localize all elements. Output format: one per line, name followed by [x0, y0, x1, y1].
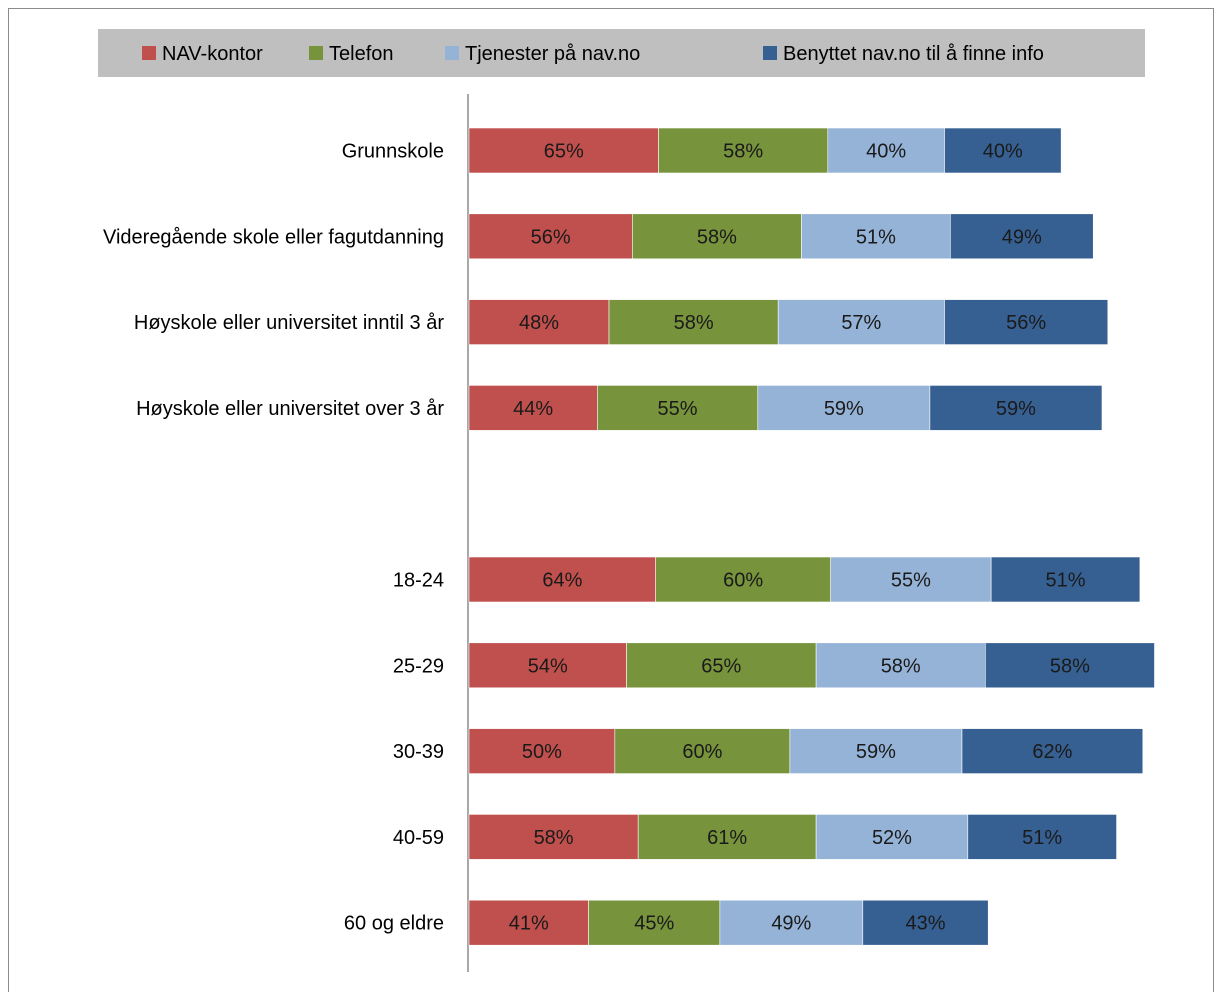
bar-segment [597, 385, 759, 431]
legend-background [98, 29, 1145, 77]
data-label: 41% [509, 913, 549, 935]
bar-segment [588, 899, 721, 946]
data-label: 65% [544, 141, 584, 163]
bar-segment [815, 642, 986, 689]
data-label: 55% [891, 570, 931, 592]
chart-frame [8, 8, 1214, 992]
legend-swatch-4 [763, 46, 777, 60]
legend-label-3: Tjenester på nav.no [465, 43, 640, 65]
bar-segment [608, 299, 779, 345]
bar-segment [830, 556, 992, 603]
data-label: 58% [534, 827, 574, 849]
bar-segment [944, 299, 1109, 345]
bar-segment [757, 385, 931, 431]
legend-label-4: Benyttet nav.no til å finne info [783, 43, 1044, 65]
legend-swatch-3 [445, 46, 459, 60]
category-label: Høyskole eller universitet inntil 3 år [134, 312, 444, 334]
bar-segment [468, 642, 627, 689]
data-label: 65% [701, 655, 741, 677]
bar-segment [961, 728, 1144, 774]
bar-segment [985, 642, 1155, 689]
category-label: Høyskole eller universitet over 3 år [136, 398, 444, 420]
legend-swatch-1 [142, 46, 156, 60]
bar-segment [929, 385, 1103, 431]
data-label: 58% [697, 226, 737, 248]
data-label: 48% [519, 312, 559, 334]
category-label: 60 og eldre [344, 913, 444, 935]
data-label: 56% [1006, 312, 1046, 334]
data-label: 54% [528, 655, 568, 677]
bar-segment [655, 556, 832, 603]
bar-segment [632, 213, 802, 260]
bar-segment [658, 127, 829, 174]
data-label: 44% [513, 398, 553, 420]
data-label: 62% [1032, 741, 1072, 763]
bar-segment [789, 728, 963, 774]
category-label: 25-29 [393, 655, 444, 677]
bar-segment [614, 728, 791, 774]
data-label: 43% [905, 913, 945, 935]
bar-segment [777, 299, 945, 345]
data-label: 56% [531, 226, 571, 248]
data-label: 51% [1022, 827, 1062, 849]
bar-segment [944, 127, 1062, 174]
data-label: 52% [872, 827, 912, 849]
data-label: 50% [522, 741, 562, 763]
data-label: 60% [723, 570, 763, 592]
bar-segment [468, 728, 616, 774]
data-label: 58% [881, 655, 921, 677]
data-label: 59% [996, 398, 1036, 420]
legend: NAV-kontor Telefon Tjenester på nav.no Beny… [98, 29, 1145, 77]
data-label: 64% [542, 570, 582, 592]
legend-swatch-2 [309, 46, 323, 60]
bar-segment [801, 213, 951, 260]
data-label: 57% [841, 312, 881, 334]
data-label: 59% [824, 398, 864, 420]
bar-segment [468, 556, 656, 603]
legend-label-2: Telefon [329, 43, 394, 65]
bar-segment [468, 814, 639, 860]
data-label: 59% [856, 741, 896, 763]
bar-segment [468, 127, 659, 174]
category-label: Grunnskole [342, 141, 444, 163]
data-label: 61% [707, 827, 747, 849]
category-label: 18-24 [393, 570, 444, 592]
bar-segment [862, 899, 989, 946]
data-label: 45% [634, 913, 674, 935]
bar-segment [950, 213, 1094, 260]
category-label: Videregående skole eller fagutdanning [103, 226, 444, 248]
data-label: 55% [658, 398, 698, 420]
data-label: 51% [856, 226, 896, 248]
data-label: 60% [682, 741, 722, 763]
bar-segment [626, 642, 817, 689]
data-label: 58% [723, 141, 763, 163]
bar-segment [719, 899, 864, 946]
bar-segment [967, 814, 1117, 860]
data-label: 49% [1002, 226, 1042, 248]
data-label: 58% [674, 312, 714, 334]
category-label: 30-39 [393, 741, 444, 763]
category-labels: Grunnskole Videregående skole eller fagut… [103, 141, 444, 935]
bar-segment [990, 556, 1141, 603]
data-label: 51% [1046, 570, 1086, 592]
data-label: 49% [771, 913, 811, 935]
category-label: 40-59 [393, 827, 444, 849]
legend-label-1: NAV-kontor [162, 43, 263, 65]
data-label: 40% [983, 141, 1023, 163]
bar-segment [468, 385, 598, 431]
data-label: 40% [866, 141, 906, 163]
data-label: 58% [1050, 655, 1090, 677]
bar-segment [637, 814, 817, 860]
bars: 65% 58% 40% 40% 56% 58% 51% 49% 48% 58% 57% 56% 44% 5… [468, 127, 1155, 946]
bar-segment [468, 213, 633, 260]
bar-segment [468, 299, 610, 345]
bar-segment [827, 127, 945, 174]
